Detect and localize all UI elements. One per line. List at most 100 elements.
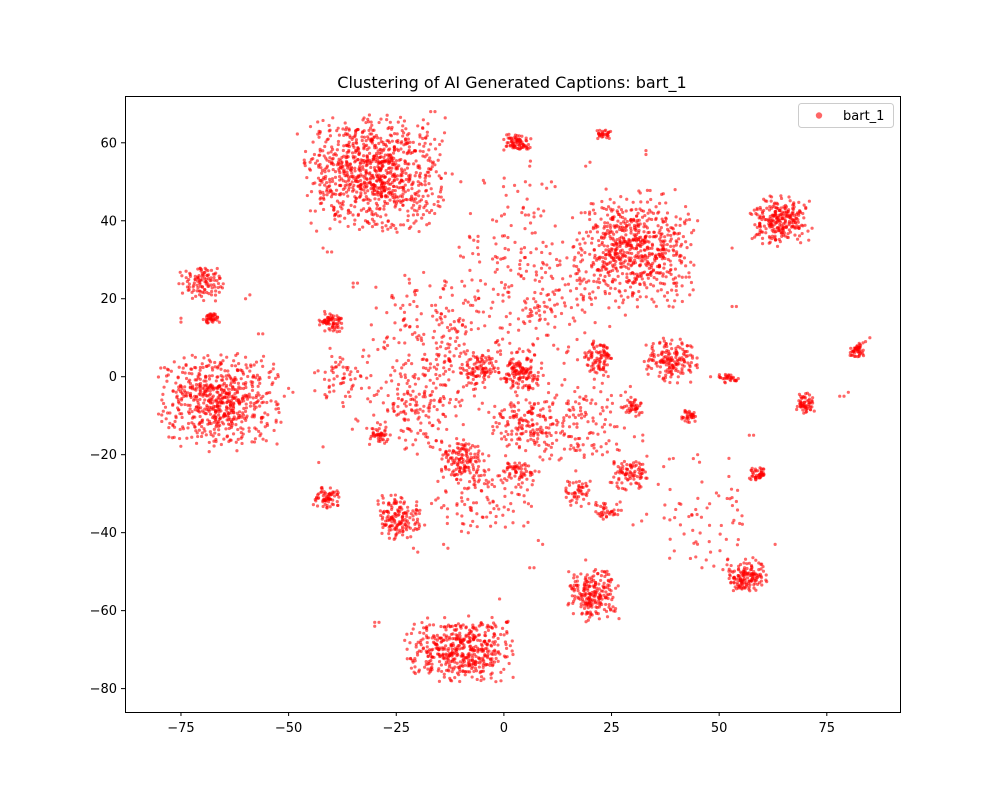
- scatter-point: [417, 194, 421, 198]
- scatter-point: [193, 274, 197, 278]
- scatter-point: [638, 191, 642, 195]
- scatter-point: [370, 123, 374, 127]
- scatter-point: [227, 373, 231, 377]
- scatter-point: [193, 425, 197, 429]
- scatter-point: [506, 432, 510, 437]
- scatter-point: [634, 277, 638, 282]
- scatter-point: [639, 485, 643, 489]
- scatter-point: [793, 226, 797, 230]
- scatter-point: [396, 509, 400, 513]
- scatter-point: [448, 663, 452, 667]
- scatter-point: [624, 265, 628, 269]
- scatter-point: [364, 139, 368, 143]
- scatter-point: [634, 207, 638, 211]
- scatter-point: [635, 305, 640, 309]
- scatter-point: [497, 421, 501, 426]
- scatter-point: [608, 608, 613, 612]
- scatter-point: [249, 401, 253, 405]
- scatter-point: [601, 589, 605, 593]
- scatter-point: [394, 501, 398, 506]
- scatter-point: [453, 676, 457, 680]
- scatter-point: [574, 286, 579, 291]
- scatter-point: [600, 268, 604, 272]
- scatter-point: [658, 201, 662, 205]
- scatter-point: [456, 622, 461, 626]
- scatter-point: [425, 616, 430, 620]
- scatter-point: [786, 210, 790, 214]
- scatter-point: [595, 344, 599, 348]
- scatter-point: [226, 369, 230, 373]
- scatter-point: [218, 384, 222, 388]
- scatter-point: [614, 586, 618, 590]
- scatter-point: [240, 396, 244, 400]
- scatter-point: [444, 635, 448, 640]
- scatter-point: [608, 223, 612, 227]
- scatter-point: [479, 678, 483, 683]
- scatter-point: [211, 386, 215, 390]
- scatter-point: [388, 198, 392, 202]
- scatter-point: [525, 358, 529, 362]
- scatter-point: [635, 297, 639, 302]
- scatter-point: [425, 202, 429, 206]
- scatter-point: [856, 350, 860, 354]
- scatter-point: [433, 147, 438, 151]
- scatter-point: [442, 131, 447, 135]
- scatter-point: [346, 224, 350, 229]
- scatter-point: [605, 267, 609, 271]
- scatter-point: [252, 413, 257, 417]
- scatter-point: [604, 128, 608, 132]
- scatter-point: [611, 268, 615, 273]
- scatter-point: [182, 389, 187, 393]
- scatter-point: [261, 394, 265, 398]
- scatter-point: [628, 476, 633, 480]
- scatter-point: [624, 209, 628, 213]
- scatter-point: [332, 206, 336, 210]
- scatter-point: [661, 336, 666, 340]
- scatter-point: [252, 440, 257, 444]
- scatter-point: [409, 631, 414, 636]
- scatter-point: [796, 226, 800, 230]
- scatter-point: [425, 130, 429, 134]
- scatter-point: [330, 177, 335, 181]
- scatter-point: [494, 680, 498, 684]
- scatter-point: [412, 162, 416, 166]
- scatter-point: [342, 144, 346, 148]
- scatter-point: [629, 226, 633, 230]
- scatter-point: [407, 226, 411, 231]
- scatter-point: [598, 273, 603, 277]
- scatter-point: [638, 263, 643, 267]
- scatter-point: [848, 351, 852, 355]
- scatter-point: [387, 501, 391, 505]
- scatter-point: [231, 408, 235, 413]
- scatter-point: [326, 315, 330, 319]
- scatter-point: [425, 645, 429, 649]
- scatter-point: [665, 291, 670, 295]
- scatter-point: [272, 428, 276, 433]
- scatter-point: [774, 212, 778, 217]
- scatter-point: [220, 390, 225, 395]
- scatter-point: [333, 217, 337, 222]
- scatter-point: [443, 171, 448, 175]
- scatter-point: [350, 171, 354, 175]
- scatter-point: [477, 360, 481, 364]
- scatter-point: [602, 354, 607, 358]
- scatter-point: [640, 208, 644, 213]
- scatter-point: [429, 208, 434, 213]
- scatter-point: [241, 370, 245, 374]
- scatter-point: [207, 363, 211, 367]
- scatter-point: [618, 227, 622, 232]
- scatter-point: [670, 347, 674, 351]
- scatter-point: [343, 174, 347, 178]
- scatter-point: [194, 366, 198, 370]
- scatter-point: [378, 155, 382, 160]
- scatter-point: [361, 167, 365, 171]
- scatter-point: [336, 142, 340, 147]
- scatter-point: [806, 403, 810, 407]
- scatter-point: [330, 161, 334, 165]
- scatter-point: [504, 642, 508, 647]
- scatter-point: [517, 425, 522, 429]
- scatter-point: [449, 644, 453, 648]
- scatter-point: [206, 422, 210, 426]
- scatter-point: [674, 289, 678, 293]
- scatter-point: [302, 158, 306, 162]
